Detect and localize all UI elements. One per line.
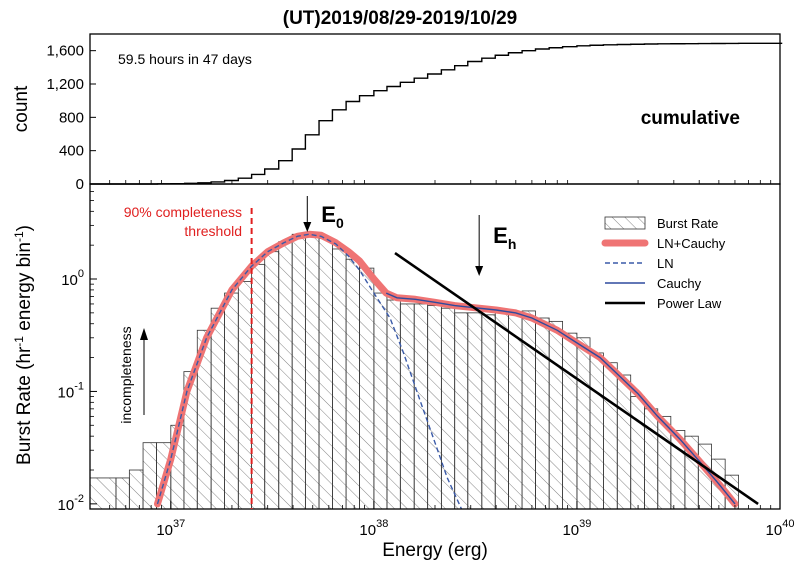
marker-arrow-head-icon — [475, 266, 484, 276]
histogram-bar — [535, 317, 550, 509]
histogram-bar — [251, 263, 266, 509]
top-y-tick-label: 0 — [76, 176, 84, 193]
cauchy-curve — [385, 292, 736, 505]
histogram-bar — [454, 312, 469, 509]
histogram-bar — [332, 248, 347, 509]
histogram-bar — [237, 281, 253, 509]
bottom-y-ticks: 10-2 10-1 100 — [58, 183, 97, 514]
cumulative-step-line — [90, 42, 783, 185]
histogram-bar — [616, 374, 632, 509]
energy-markers: E0 Eh — [303, 196, 516, 276]
x-tick-label: 1039 — [562, 518, 591, 539]
legend-label: LN — [657, 256, 674, 271]
y-tick-label: 10-2 — [58, 493, 84, 514]
top-y-ticks: 0 400 800 1,200 1,600 — [46, 43, 96, 193]
bottom-y-axis-label: Burst Rate (hr-1 energy bin-1) — [12, 225, 35, 465]
histogram-bar — [508, 312, 523, 509]
legend-label: Power Law — [657, 296, 722, 311]
incompleteness-arrow-head-icon — [140, 328, 148, 340]
histogram-bar — [427, 305, 442, 509]
legend-label: Cauchy — [657, 276, 702, 291]
histogram-bar — [359, 267, 375, 509]
legend-label: LN+Cauchy — [657, 236, 726, 251]
histogram-bar — [210, 307, 225, 509]
histogram-bar — [291, 233, 306, 509]
histogram-bar — [264, 251, 280, 509]
histogram-bar — [467, 312, 483, 509]
x-tick-label: 1040 — [766, 518, 795, 539]
histogram-bar — [589, 352, 604, 509]
histogram-bar — [115, 477, 130, 509]
threshold-label-line1: 90% completeness — [124, 204, 242, 220]
x-tick-label: 1038 — [359, 518, 388, 539]
duration-annotation: 59.5 hours in 47 days — [118, 51, 252, 67]
top-y-axis-label: count — [11, 85, 32, 132]
histogram-bar — [548, 320, 564, 509]
marker-arrow-head-icon — [303, 222, 312, 232]
x-axis-label: Energy (erg) — [382, 540, 488, 561]
histogram-bar — [224, 292, 239, 509]
cumulative-label: cumulative — [641, 108, 740, 129]
histogram-bar — [142, 442, 157, 509]
histogram-bar — [562, 332, 578, 509]
x-tick-label: 1037 — [156, 518, 185, 539]
marker-label: E0 — [321, 202, 344, 231]
histogram-bar — [386, 299, 401, 509]
top-y-tick-label: 1,600 — [46, 43, 84, 60]
histogram-bar — [278, 241, 293, 509]
histogram-bar — [576, 337, 591, 509]
histogram-bar — [481, 314, 496, 509]
ln-curve — [156, 233, 463, 509]
incompleteness-annotation: incompleteness — [118, 326, 134, 423]
legend: Burst Rate LN+Cauchy LN Cauchy Power Law — [601, 216, 726, 311]
histogram-bar — [603, 362, 618, 509]
power-law-line — [394, 252, 759, 505]
burst-rate-histogram — [90, 233, 739, 509]
top-y-tick-label: 800 — [59, 109, 84, 126]
chart-title: (UT)2019/08/29-2019/10/29 — [283, 8, 518, 29]
y-tick-label: 10-1 — [58, 380, 84, 401]
legend-swatch-burst-rate — [604, 216, 646, 230]
marker-label: Eh — [493, 223, 516, 252]
histogram-bar — [345, 258, 360, 509]
histogram-bar — [630, 396, 645, 509]
histogram-bar — [494, 312, 509, 509]
histogram-bar — [128, 469, 144, 509]
top-y-tick-label: 1,200 — [46, 76, 84, 93]
histogram-bar — [644, 408, 659, 509]
fit-curves — [154, 230, 759, 509]
histogram-bar — [521, 310, 536, 509]
x-ticks: 1037 1038 1039 1040 — [89, 180, 795, 539]
histogram-bar — [399, 303, 415, 509]
y-tick-label: 100 — [61, 268, 84, 289]
top-y-tick-label: 400 — [59, 143, 84, 160]
histogram-bar — [413, 303, 429, 509]
histogram-bar — [373, 292, 388, 509]
histogram-bar — [304, 233, 320, 509]
threshold-label-line2: threshold — [184, 223, 242, 239]
legend-label: Burst Rate — [657, 216, 718, 231]
histogram-bar — [318, 237, 333, 509]
burst-rate-panel: 1037 1038 1039 1040 10-2 10-1 100 90% complet… — [12, 180, 794, 561]
